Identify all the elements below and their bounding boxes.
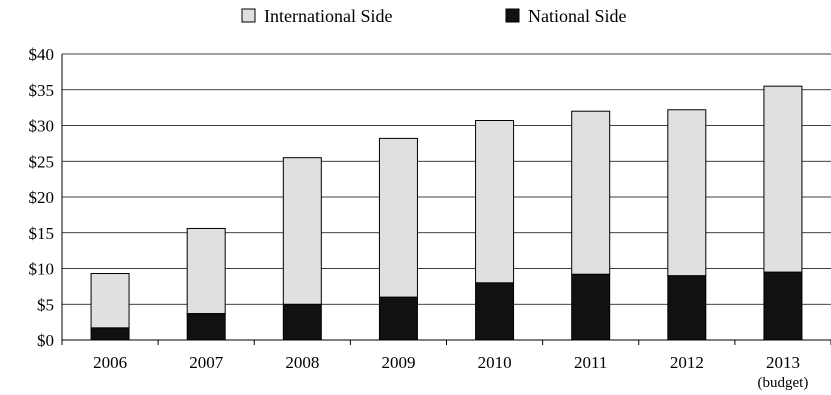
- bar-international-side: [571, 110, 611, 275]
- y-tick-label: $40: [29, 45, 55, 64]
- bar-national-side: [475, 282, 515, 341]
- y-tick-label: $25: [29, 152, 55, 171]
- bar-national-side: [90, 327, 130, 341]
- bar-national-side: [186, 313, 226, 341]
- bar-international-side: [475, 119, 515, 284]
- bars: [90, 85, 803, 341]
- bar-national-side: [282, 303, 322, 341]
- bar-national-side: [571, 273, 611, 341]
- x-tick-label: 2013: [766, 353, 800, 372]
- x-tick-label: 2007: [189, 353, 224, 372]
- x-tick-sublabel: (budget): [758, 375, 809, 391]
- legend: International Side National Side: [241, 6, 626, 26]
- legend-swatch-international-side: [241, 8, 256, 23]
- legend-label-national-side: National Side: [528, 6, 626, 26]
- bar-national-side: [667, 275, 707, 341]
- bar-international-side: [186, 227, 226, 315]
- x-tick-label: 2010: [478, 353, 512, 372]
- y-tick-labels: $0 $5 $10 $15 $20 $25 $30 $35 $40: [29, 45, 55, 350]
- y-tick-label: $10: [29, 260, 55, 279]
- y-tick-label: $15: [29, 224, 55, 243]
- gridlines: [62, 53, 831, 305]
- x-tick-labels: 2006 2007 2008 2009 2010 2011 2012 2013 (budget): [93, 353, 808, 391]
- x-tick-label: 2012: [670, 353, 704, 372]
- x-tick-label: 2009: [381, 353, 415, 372]
- y-tick-label: $30: [29, 117, 55, 136]
- bar-international-side: [378, 137, 418, 298]
- bar-international-side: [667, 109, 707, 277]
- y-tick-label: $0: [37, 331, 54, 350]
- y-tick-label: $35: [29, 81, 55, 100]
- y-tick-label: $20: [29, 188, 55, 207]
- bar-international-side: [282, 157, 322, 305]
- legend-label-international-side: International Side: [264, 6, 392, 26]
- axes: [61, 54, 831, 345]
- y-tick-label: $5: [37, 295, 54, 314]
- x-tick-label: 2011: [574, 353, 607, 372]
- bar-national-side: [763, 271, 803, 341]
- bar-national-side: [378, 296, 418, 341]
- bar-international-side: [90, 273, 130, 329]
- x-tick-label: 2006: [93, 353, 127, 372]
- x-tick-label: 2008: [285, 353, 319, 372]
- legend-swatch-national-side: [505, 8, 520, 23]
- bar-international-side: [763, 85, 803, 273]
